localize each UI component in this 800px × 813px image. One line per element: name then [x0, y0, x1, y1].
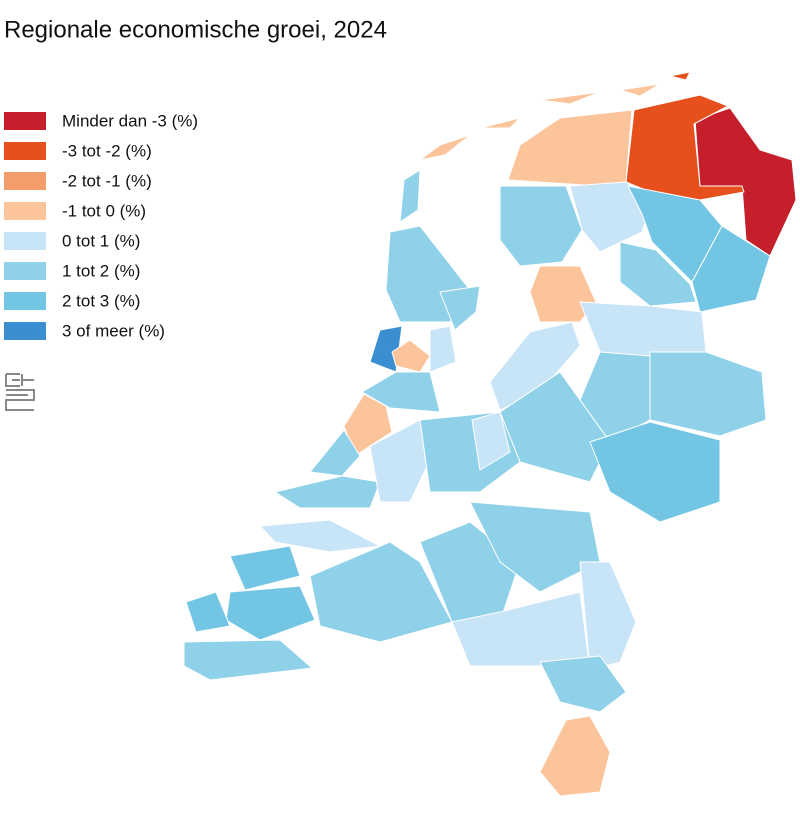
- legend-label: -2 tot -1 (%): [62, 171, 152, 190]
- legend: Minder dan -3 (%) -3 tot -2 (%) -2 tot -1 …: [4, 111, 198, 340]
- legend-label: 1 tot 2 (%): [62, 261, 140, 280]
- regions: [183, 71, 797, 797]
- cbs-logo: [5, 373, 35, 411]
- legend-swatch: [4, 172, 46, 190]
- region: [369, 419, 431, 503]
- region: [589, 421, 721, 523]
- legend-swatch: [4, 292, 46, 310]
- legend-label: 2 tot 3 (%): [62, 291, 140, 310]
- legend-label: 3 of meer (%): [62, 321, 165, 340]
- legend-swatch: [4, 142, 46, 160]
- region: [469, 501, 601, 593]
- legend-swatch: [4, 322, 46, 340]
- region: [229, 545, 301, 591]
- region: [399, 169, 421, 223]
- legend-label: Minder dan -3 (%): [62, 111, 198, 130]
- region: [419, 83, 661, 161]
- region: [471, 411, 511, 471]
- region: [259, 519, 381, 553]
- region: [225, 585, 316, 641]
- legend-label: 0 tot 1 (%): [62, 231, 140, 250]
- region: [569, 181, 653, 253]
- region: [309, 429, 361, 477]
- region: [691, 225, 771, 313]
- region: [391, 339, 431, 373]
- region: [274, 475, 381, 509]
- region: [489, 321, 581, 411]
- region: [499, 185, 583, 267]
- region: [649, 351, 767, 437]
- region: [185, 591, 231, 633]
- region: [619, 241, 697, 307]
- region: [669, 71, 691, 81]
- region: [429, 325, 457, 373]
- legend-label: -3 tot -2 (%): [62, 141, 152, 160]
- map-title: Regionale economische groei, 2024: [4, 16, 387, 43]
- legend-swatch: [4, 262, 46, 280]
- region: [539, 655, 627, 713]
- legend-label: -1 tot 0 (%): [62, 201, 146, 220]
- region: [529, 265, 597, 323]
- region: [507, 109, 633, 187]
- region: [183, 639, 313, 681]
- legend-swatch: [4, 112, 46, 130]
- legend-swatch: [4, 232, 46, 250]
- region: [579, 561, 637, 671]
- region: [439, 285, 481, 331]
- legend-swatch: [4, 202, 46, 220]
- region: [539, 715, 611, 797]
